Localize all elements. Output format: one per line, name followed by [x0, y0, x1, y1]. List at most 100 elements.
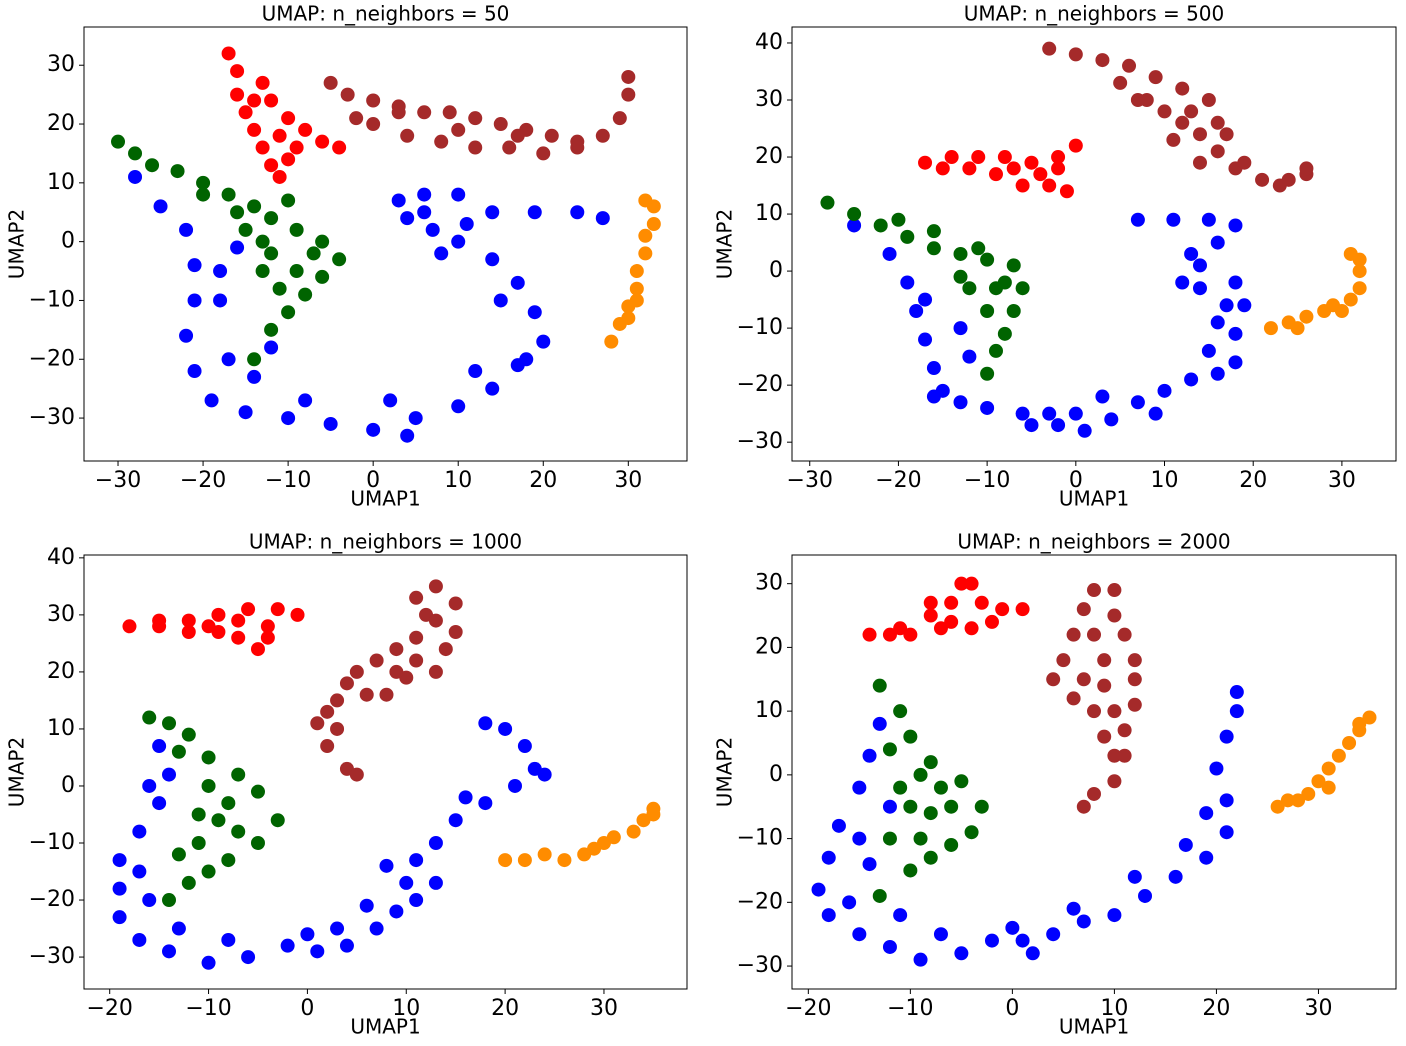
point [417, 105, 432, 120]
point [923, 608, 938, 623]
point [612, 111, 627, 126]
y-tick-label: 0 [61, 773, 75, 798]
point [1095, 53, 1110, 68]
point [379, 858, 394, 873]
point [933, 780, 948, 795]
point [498, 721, 513, 736]
point [604, 334, 619, 349]
point [923, 850, 938, 865]
x-tick-label: 10 [392, 996, 420, 1021]
point [181, 613, 196, 628]
point [1281, 172, 1296, 187]
x-tick-label: −10 [265, 468, 311, 493]
point [638, 193, 653, 208]
point [821, 908, 836, 923]
point [1219, 127, 1234, 142]
point [995, 602, 1010, 617]
point [1178, 837, 1193, 852]
point [255, 75, 270, 90]
point [1157, 383, 1172, 398]
point [903, 799, 918, 814]
point [231, 630, 246, 645]
point [1015, 406, 1030, 421]
point [152, 739, 167, 754]
point [1006, 258, 1021, 273]
point [1139, 92, 1154, 107]
point [250, 642, 265, 657]
point [882, 246, 897, 261]
x-tick-label: 10 [1151, 468, 1179, 493]
point [230, 205, 245, 220]
point [1299, 161, 1314, 176]
point [272, 169, 287, 184]
point [893, 621, 908, 636]
point [451, 122, 466, 137]
point [1291, 793, 1306, 808]
point [247, 352, 262, 367]
point [231, 767, 246, 782]
y-tick-label: 30 [47, 602, 75, 627]
point [493, 117, 508, 132]
point [132, 932, 147, 947]
point [1343, 292, 1358, 307]
point [1201, 212, 1216, 227]
point [1229, 704, 1244, 719]
point [1005, 920, 1020, 935]
y-tick-label: 30 [755, 571, 783, 596]
point [1311, 774, 1326, 789]
point [1210, 366, 1225, 381]
point [400, 428, 415, 443]
x-tick-label: −10 [887, 996, 933, 1021]
point [162, 893, 177, 908]
point [320, 739, 335, 754]
point [1219, 298, 1234, 313]
point [997, 275, 1012, 290]
point [1076, 672, 1091, 687]
point [646, 217, 661, 232]
point [349, 111, 364, 126]
point [142, 893, 157, 908]
point [1166, 212, 1181, 227]
point [962, 281, 977, 296]
point [493, 293, 508, 308]
point [1076, 914, 1091, 929]
y-tick-label: 10 [755, 698, 783, 723]
point [112, 881, 127, 896]
point [272, 128, 287, 143]
point [1299, 309, 1314, 324]
point [944, 150, 959, 165]
point [1006, 161, 1021, 176]
point [179, 328, 194, 343]
x-tick-label: 10 [444, 468, 472, 493]
point [1113, 75, 1128, 90]
point [944, 837, 959, 852]
point [962, 349, 977, 364]
point [1210, 235, 1225, 250]
point [201, 750, 216, 765]
point [428, 613, 443, 628]
x-tick-label: 0 [366, 468, 380, 493]
x-tick-label: 20 [1202, 996, 1230, 1021]
point [241, 950, 256, 965]
x-tick-label: 20 [491, 996, 519, 1021]
point [366, 93, 381, 108]
point [918, 155, 933, 170]
point [527, 205, 542, 220]
point [152, 619, 167, 634]
y-tick-label: −10 [737, 315, 783, 340]
point [1104, 412, 1119, 427]
point [537, 847, 552, 862]
point [349, 664, 364, 679]
point [974, 799, 989, 814]
point [1138, 888, 1153, 903]
point [281, 111, 296, 126]
point [1321, 761, 1336, 776]
point [517, 853, 532, 868]
point [187, 258, 202, 273]
point [230, 64, 245, 79]
y-tick-label: 10 [755, 201, 783, 226]
point [1192, 258, 1207, 273]
point [1087, 583, 1101, 598]
point [241, 602, 256, 617]
